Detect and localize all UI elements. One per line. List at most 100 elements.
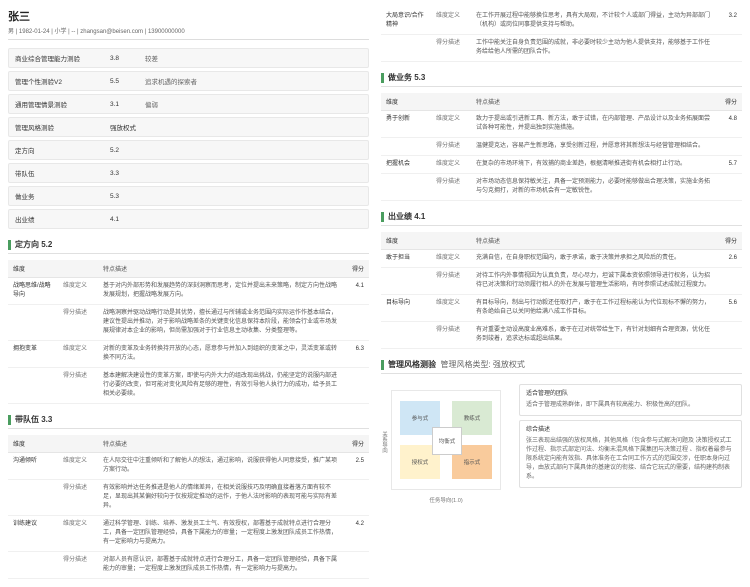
table-header <box>431 232 471 250</box>
table-cell: 4.2 <box>344 516 369 552</box>
table-header: 得分 <box>717 232 742 250</box>
table-cell <box>717 268 742 295</box>
table-cell <box>381 35 431 62</box>
risk-subtitle: 管理风格类型: 强放权式 <box>440 359 524 370</box>
table-header <box>58 435 98 453</box>
table-cell: 温健提克达，容易产生新思路，享受创新过程，并愿意将其新想法与经营管理相结合。 <box>471 138 717 156</box>
table-cell <box>381 322 431 349</box>
table-cell <box>381 174 431 201</box>
table-row: 得分描述工作中能关注自身负责范围的成就，非必要时较少主动为他人提供支持，能够基于… <box>381 35 742 62</box>
summary-score: 4.1 <box>110 216 145 223</box>
direction-table: 维度特点描述得分战略思维/战略导向维度定义基于对内外部形势和发展趋势的深刻洞察而… <box>8 260 369 404</box>
table-row: 得分描述对待工作内外事情视因为认真负责，尽心尽力，坦诚下属本资依照领导进行权务，… <box>381 268 742 295</box>
team-table: 维度特点描述得分沟通倾听维度定义在人际交往中注重倾听和了解他人的想法，通过影响，… <box>8 435 369 579</box>
table-cell: 得分描述 <box>431 138 471 156</box>
table-cell: 得分描述 <box>58 480 98 516</box>
table-cell: 维度定义 <box>431 250 471 268</box>
table-row: 拥抱变革维度定义对新的变革及业务转换持开放的心态，愿意参与并加入到组织的变革之中… <box>8 341 369 368</box>
summary-row: 定方向5.2 <box>8 140 369 160</box>
table-cell: 有对重要主动设高度业高难系，敢于在过对统带给生下，有针对划细有合理资源，优化任务… <box>471 322 717 349</box>
table-cell: 战略洞察并驱动战略行动是其优势，擅长通过与所辅或业务范围内实际运作作基本结合，建… <box>98 305 344 341</box>
table-row: 得分描述对市场动态信息保持敏关注，具备一定预测能力，必要时能够做出合理决策，实施… <box>381 174 742 201</box>
table-header: 特点描述 <box>98 260 344 278</box>
table-cell: 通过科学管理、训练、培养、激发员工士气、有效授权，部署基于成就特点进行合理分工，… <box>98 516 344 552</box>
summary-remark: 偏弱 <box>145 99 362 109</box>
axis-y-label: 关系导向 <box>380 431 388 453</box>
table-cell: 得分描述 <box>58 305 98 341</box>
table-header: 得分 <box>717 93 742 111</box>
table-cell: 敢于担当 <box>381 250 431 268</box>
summary-row: 商业综合管理能力测验3.8较差 <box>8 48 369 68</box>
table-cell: 把握机会 <box>381 156 431 174</box>
table-row: 得分描述战略洞察并驱动战略行动是其优势，擅长通过与所辅或业务范围内实际运作作基本… <box>8 305 369 341</box>
table-header: 特点描述 <box>471 232 717 250</box>
table-cell: 得分描述 <box>431 268 471 295</box>
table-header: 维度 <box>381 93 431 111</box>
summary-row: 管理个性测验V25.5追求机遇的探索者 <box>8 71 369 91</box>
table-header <box>431 93 471 111</box>
table-cell: 得分描述 <box>58 552 98 579</box>
desc1-text: 适合于管理成熟群体，即下属具有较高能力、积极性高的团队。 <box>526 401 735 410</box>
table-cell <box>717 35 742 62</box>
table-row: 得分描述基本建解决建设性的变革方案，即使与内外大力的组改现出挑战，仍能坚定的说服… <box>8 368 369 404</box>
table-cell <box>717 138 742 156</box>
risk-desc-box-2: 综合描述 张三表现出结强的放权风格，其他风格（包含参与式解决问题及 决策授权式工… <box>519 420 742 488</box>
table-cell: 有效影响并达任务推进是他人的情绪差异，在相关说服技巧及明确直接着落方面有较不足，… <box>98 480 344 516</box>
table-cell: 得分描述 <box>431 35 471 62</box>
table-cell <box>344 552 369 579</box>
table-cell: 4.8 <box>717 111 742 138</box>
summary-name: 定方向 <box>15 145 110 155</box>
table-cell: 2.5 <box>344 453 369 480</box>
table-cell: 得分描述 <box>58 368 98 404</box>
summary-score: 3.1 <box>110 101 145 108</box>
person-name: 张三 <box>8 8 369 24</box>
table-cell: 在复杂的市场环境下，有效捕的商业差趋，根据清晰推进街有机会相打止行动。 <box>471 156 717 174</box>
table-cell <box>344 480 369 516</box>
summary-score: 5.2 <box>110 147 145 154</box>
summary-score: 3.8 <box>110 55 145 62</box>
table-cell: 大局意识/合作精神 <box>381 8 431 35</box>
table-cell: 勇于创新 <box>381 111 431 138</box>
table-cell: 工作中能关注自身负责范围的成就，非必要时较少主动为他人提供支持，能够基于工作任务… <box>471 35 717 62</box>
table-cell: 对新的变革及业务转换持开放的心态，愿意参与并加入到组织的变革之中，灵活变革或转换… <box>98 341 344 368</box>
table-cell: 充满自信，在自身职权范围内，敢于承诺，敢于决策并承担之风险后的责任。 <box>471 250 717 268</box>
table-cell <box>8 552 58 579</box>
result-table: 维度 特点描述得分敢于担当维度定义充满自信，在自身职权范围内，敢于承诺，敢于决策并… <box>381 232 742 349</box>
table-row: 大局意识/合作精神维度定义在工作开展过程中能够换位思考，具有大局观，不计较个人或… <box>381 8 742 35</box>
summary-score: 强放权式 <box>110 122 145 132</box>
table-cell: 6.3 <box>344 341 369 368</box>
risk-quadrant-chart: 关系导向 参与式 教练式 授权式 指示式 均衡式 任务导向(1.0) <box>381 384 511 504</box>
table-cell: 维度定义 <box>58 341 98 368</box>
summary-row: 通用管理情景测验3.1偏弱 <box>8 94 369 114</box>
table-header: 维度 <box>8 260 58 278</box>
table-row: 把握机会维度定义在复杂的市场环境下，有效捕的商业差趋，根据清晰推进街有机会相打止… <box>381 156 742 174</box>
table-cell: 在工作开展过程中能够换位思考，具有大局观，不计较个人或部门得益，主动为异部部门（… <box>471 8 717 35</box>
table-cell: 沟通倾听 <box>8 453 58 480</box>
table-cell: 目标导向 <box>381 295 431 322</box>
table-cell: 3.2 <box>717 8 742 35</box>
section-title-risk: 管理风格测验 管理风格类型: 强放权式 <box>381 359 742 374</box>
table-cell <box>8 480 58 516</box>
table-cell: 维度定义 <box>58 516 98 552</box>
table-header <box>58 260 98 278</box>
table-header: 维度 <box>381 232 431 250</box>
table-header: 特点描述 <box>98 435 344 453</box>
risk-title: 管理风格测验 <box>388 359 436 370</box>
table-cell: 得分描述 <box>431 322 471 349</box>
table-cell: 维度定义 <box>431 111 471 138</box>
table-cell: 基于对内外部形势和发展趋势的深刻洞察而思考，定位并提出未来策略，制定方向性战略发… <box>98 278 344 305</box>
table-cell: 4.1 <box>344 278 369 305</box>
table-cell <box>344 368 369 404</box>
quadrant-center: 均衡式 <box>432 427 462 455</box>
table-cell: 在人际交往中注重倾听和了解他人的想法，通过影响，说服获得他人同意接受，推广某项方… <box>98 453 344 480</box>
table-header: 得分 <box>344 435 369 453</box>
summary-name: 做业务 <box>15 191 110 201</box>
section-title-team: 带队伍 3.3 <box>8 414 369 429</box>
risk-desc-box-1: 适合管理的团队 适合于管理成熟群体，即下属具有较高能力、积极性高的团队。 <box>519 384 742 416</box>
table-cell <box>344 305 369 341</box>
table-header: 得分 <box>344 260 369 278</box>
table-cell: 维度定义 <box>58 278 98 305</box>
summary-name: 出业绩 <box>15 214 110 224</box>
summary-row: 出业绩4.1 <box>8 209 369 229</box>
table-cell: 对市场动态信息保持敏关注，具备一定预测能力，必要时能够做出合理决策，实施业务拓与… <box>471 174 717 201</box>
